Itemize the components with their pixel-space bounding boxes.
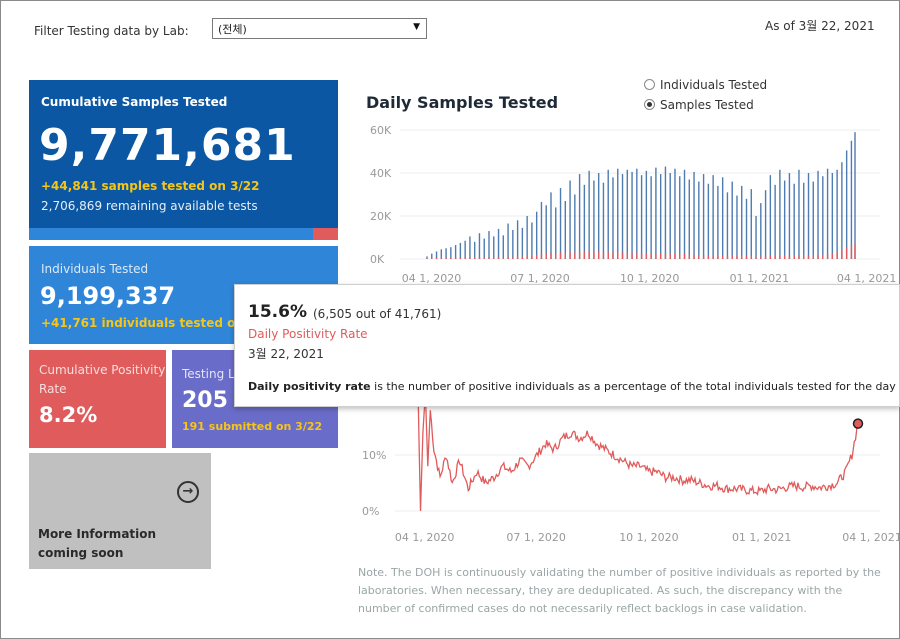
y-tick-label: 20K bbox=[370, 210, 392, 223]
radio-individuals-tested[interactable]: Individuals Tested bbox=[644, 78, 767, 92]
capacity-remaining-segment bbox=[313, 228, 338, 240]
positivity-rate-card: Cumulative Positivity Rate 8.2% bbox=[29, 350, 166, 448]
card-title: More Information coming soon bbox=[38, 527, 157, 560]
y-tick-label: 60K bbox=[370, 124, 392, 137]
more-information-card[interactable]: → More Information coming soon bbox=[29, 453, 211, 569]
x-tick-label: 01 1, 2021 bbox=[732, 531, 791, 544]
x-tick-label: 07 1, 2020 bbox=[506, 531, 565, 544]
highlighted-point bbox=[852, 418, 864, 429]
remaining-tests: 2,706,869 remaining available tests bbox=[41, 199, 258, 213]
x-tick-label: 10 1, 2020 bbox=[619, 531, 678, 544]
daily-samples-chart-title: Daily Samples Tested bbox=[366, 93, 559, 112]
filter-label: Filter Testing data by Lab: bbox=[34, 24, 189, 38]
tooltip-date: 3월 22, 2021 bbox=[248, 347, 324, 361]
data-note: Note. The DOH is continuously validating… bbox=[358, 566, 881, 615]
card-title: Cumulative Positivity Rate bbox=[39, 363, 166, 396]
radio-label: Individuals Tested bbox=[660, 78, 768, 92]
y-tick-label: 0% bbox=[362, 505, 379, 518]
card-title: Individuals Tested bbox=[41, 262, 149, 276]
x-tick-label: 07 1, 2020 bbox=[510, 272, 569, 285]
radio-button[interactable] bbox=[644, 99, 655, 110]
lab-filter-dropdown[interactable]: (전체) ▼ bbox=[212, 18, 427, 39]
cumulative-samples-card: Cumulative Samples Tested 9,771,681 +44,… bbox=[29, 80, 338, 240]
card-delta: 191 submitted on 3/22 bbox=[182, 420, 323, 433]
card-delta: +44,841 samples tested on 3/22 bbox=[41, 179, 260, 193]
y-tick-label: 10% bbox=[362, 449, 386, 462]
tooltip-metric: Daily Positivity Rate bbox=[248, 327, 368, 341]
tooltip-description: Daily positivity rate is the number of p… bbox=[248, 380, 896, 393]
x-tick-label: 10 1, 2020 bbox=[620, 272, 679, 285]
radio-samples-tested[interactable]: Samples Tested bbox=[644, 98, 754, 112]
card-value: 205 bbox=[182, 388, 228, 413]
tooltip-description-text: is the number of positive individuals as… bbox=[370, 380, 896, 393]
chevron-down-icon: ▼ bbox=[413, 22, 420, 32]
card-title: Cumulative Samples Tested bbox=[41, 95, 228, 109]
x-tick-label: 01 1, 2021 bbox=[730, 272, 789, 285]
card-value: 9,771,681 bbox=[39, 120, 296, 171]
tooltip-description-term: Daily positivity rate bbox=[248, 380, 371, 393]
positivity-tooltip: 15.6% (6,505 out of 41,761) Daily Positi… bbox=[234, 284, 900, 407]
x-tick-label: 04 1, 2021 bbox=[837, 272, 896, 285]
tooltip-detail: (6,505 out of 41,761) bbox=[313, 307, 442, 321]
x-tick-label: 04 1, 2020 bbox=[402, 272, 461, 285]
card-value: 8.2% bbox=[39, 403, 98, 427]
x-tick-label: 04 1, 2021 bbox=[842, 531, 900, 544]
test-capacity-bar bbox=[29, 228, 338, 240]
as-of-date: As of 3월 22, 2021 bbox=[765, 19, 875, 33]
card-value: 9,199,337 bbox=[40, 282, 176, 310]
arrow-circle-right-icon[interactable]: → bbox=[177, 481, 199, 503]
x-tick-label: 04 1, 2020 bbox=[395, 531, 454, 544]
radio-label: Samples Tested bbox=[660, 98, 754, 112]
lab-filter-value: (전체) bbox=[218, 23, 247, 36]
card-delta: +41,761 individuals tested on 3/22 bbox=[41, 316, 278, 330]
y-tick-label: 0K bbox=[370, 253, 385, 266]
radio-button[interactable] bbox=[644, 79, 655, 90]
y-tick-label: 40K bbox=[370, 167, 392, 180]
positivity-line bbox=[417, 387, 859, 512]
tooltip-percent: 15.6% bbox=[248, 302, 307, 322]
